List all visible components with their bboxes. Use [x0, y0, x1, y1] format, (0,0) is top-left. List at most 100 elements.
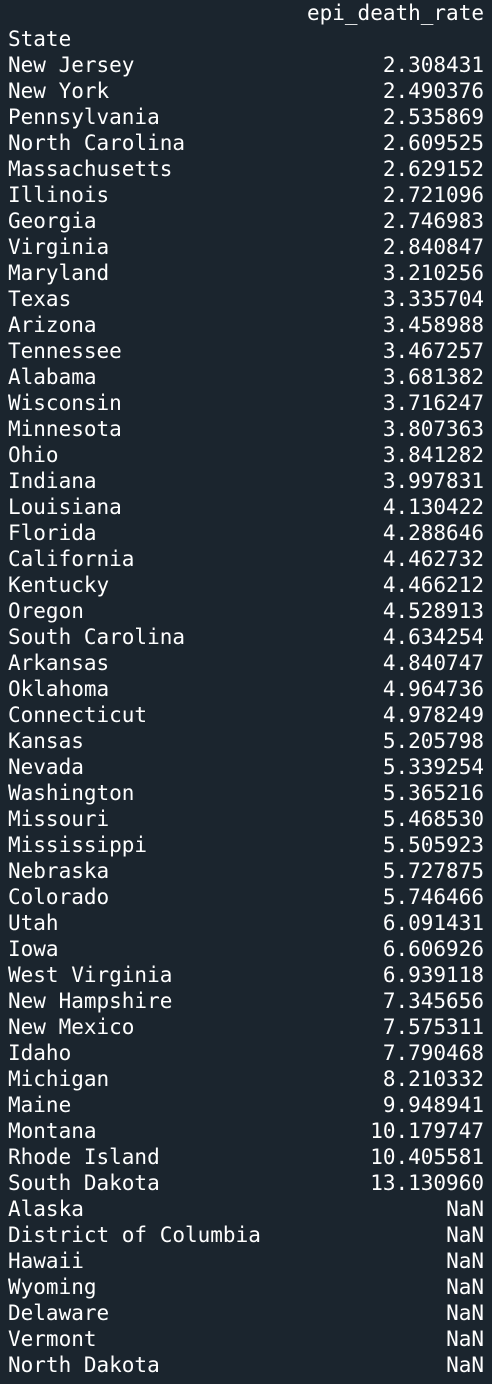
death-rate-value: NaN	[446, 1275, 484, 1299]
death-rate-value: 2.308431	[382, 53, 484, 77]
table-row: Oregon 4.528913	[8, 598, 484, 624]
state-name: Wyoming	[8, 1275, 97, 1299]
state-name: Massachusetts	[8, 157, 173, 181]
table-row: Wyoming NaN	[8, 1274, 484, 1300]
death-rate-value: 2.535869	[382, 105, 484, 129]
table-row: Alabama 3.681382	[8, 364, 484, 390]
death-rate-value: 5.365216	[382, 781, 484, 805]
state-name: New Hampshire	[8, 989, 173, 1013]
death-rate-value: 5.746466	[382, 885, 484, 909]
state-name: Maryland	[8, 261, 110, 285]
death-rate-value: 4.634254	[382, 625, 484, 649]
state-name: Wisconsin	[8, 391, 122, 415]
death-rate-value: 2.609525	[382, 131, 484, 155]
state-name: South Carolina	[8, 625, 186, 649]
death-rate-value: NaN	[446, 1223, 484, 1247]
table-row: Hawaii NaN	[8, 1248, 484, 1274]
state-name: Virginia	[8, 235, 110, 259]
table-row: California 4.462732	[8, 546, 484, 572]
death-rate-value: 2.490376	[382, 79, 484, 103]
death-rate-value: NaN	[446, 1197, 484, 1221]
state-name: Nebraska	[8, 859, 110, 883]
state-name: Oregon	[8, 599, 84, 623]
death-rate-value: 3.681382	[382, 365, 484, 389]
state-name: Arizona	[8, 313, 97, 337]
dataframe-output: epi_death_rate State New Jersey 2.308431 N…	[8, 0, 484, 1378]
table-row: Indiana 3.997831	[8, 468, 484, 494]
table-row: West Virginia 6.939118	[8, 962, 484, 988]
death-rate-value: 2.746983	[382, 209, 484, 233]
table-row: Colorado 5.746466	[8, 884, 484, 910]
state-name: Iowa	[8, 937, 59, 961]
table-row: North Dakota NaN	[8, 1352, 484, 1378]
state-name: Nevada	[8, 755, 84, 779]
table-row: Kansas 5.205798	[8, 728, 484, 754]
death-rate-value: NaN	[446, 1301, 484, 1325]
column-header: epi_death_rate	[306, 1, 484, 25]
death-rate-value: 7.345656	[382, 989, 484, 1013]
state-name: Hawaii	[8, 1249, 84, 1273]
table-row: Wisconsin 3.716247	[8, 390, 484, 416]
table-row: Oklahoma 4.964736	[8, 676, 484, 702]
state-name: Louisiana	[8, 495, 122, 519]
state-name: Alaska	[8, 1197, 84, 1221]
state-name: North Carolina	[8, 131, 186, 155]
death-rate-value: 7.790468	[382, 1041, 484, 1065]
table-row: North Carolina 2.609525	[8, 130, 484, 156]
death-rate-value: 4.462732	[382, 547, 484, 571]
table-row: Nebraska 5.727875	[8, 858, 484, 884]
state-name: Kentucky	[8, 573, 110, 597]
table-row: Texas 3.335704	[8, 286, 484, 312]
state-name: West Virginia	[8, 963, 173, 987]
death-rate-value: 2.629152	[382, 157, 484, 181]
death-rate-value: 4.978249	[382, 703, 484, 727]
table-row: Louisiana 4.130422	[8, 494, 484, 520]
death-rate-value: 3.807363	[382, 417, 484, 441]
state-name: Washington	[8, 781, 135, 805]
state-name: Georgia	[8, 209, 97, 233]
table-row: Washington 5.365216	[8, 780, 484, 806]
column-header-row: epi_death_rate	[8, 0, 484, 26]
table-row: Michigan 8.210332	[8, 1066, 484, 1092]
death-rate-value: 3.716247	[382, 391, 484, 415]
death-rate-value: 4.964736	[382, 677, 484, 701]
table-row: Maine 9.948941	[8, 1092, 484, 1118]
state-name: Arkansas	[8, 651, 110, 675]
table-row: South Carolina 4.634254	[8, 624, 484, 650]
state-name: Utah	[8, 911, 59, 935]
death-rate-value: 3.841282	[382, 443, 484, 467]
state-name: South Dakota	[8, 1171, 160, 1195]
death-rate-value: 4.130422	[382, 495, 484, 519]
death-rate-value: 6.091431	[382, 911, 484, 935]
table-row: New Jersey 2.308431	[8, 52, 484, 78]
state-name: Montana	[8, 1119, 97, 1143]
state-name: District of Columbia	[8, 1223, 261, 1247]
state-name: Florida	[8, 521, 97, 545]
death-rate-value: 5.468530	[382, 807, 484, 831]
death-rate-value: 13.130960	[370, 1171, 484, 1195]
table-row: Minnesota 3.807363	[8, 416, 484, 442]
index-name: State	[8, 27, 72, 51]
death-rate-value: 3.467257	[382, 339, 484, 363]
table-body: New Jersey 2.308431 New York 2.490376 Pennsy…	[8, 52, 484, 1378]
death-rate-value: 3.458988	[382, 313, 484, 337]
state-name: Minnesota	[8, 417, 122, 441]
state-name: New Mexico	[8, 1015, 135, 1039]
table-row: Mississippi 5.505923	[8, 832, 484, 858]
state-name: California	[8, 547, 135, 571]
death-rate-value: 4.528913	[382, 599, 484, 623]
table-row: Illinois 2.721096	[8, 182, 484, 208]
state-name: Michigan	[8, 1067, 110, 1091]
death-rate-value: 5.205798	[382, 729, 484, 753]
table-row: Virginia 2.840847	[8, 234, 484, 260]
table-row: Connecticut 4.978249	[8, 702, 484, 728]
table-row: New Mexico 7.575311	[8, 1014, 484, 1040]
table-row: Florida 4.288646	[8, 520, 484, 546]
state-name: New Jersey	[8, 53, 135, 77]
table-row: Arizona 3.458988	[8, 312, 484, 338]
death-rate-value: 8.210332	[382, 1067, 484, 1091]
table-row: Kentucky 4.466212	[8, 572, 484, 598]
death-rate-value: 5.505923	[382, 833, 484, 857]
table-row: Idaho 7.790468	[8, 1040, 484, 1066]
death-rate-value: 5.727875	[382, 859, 484, 883]
